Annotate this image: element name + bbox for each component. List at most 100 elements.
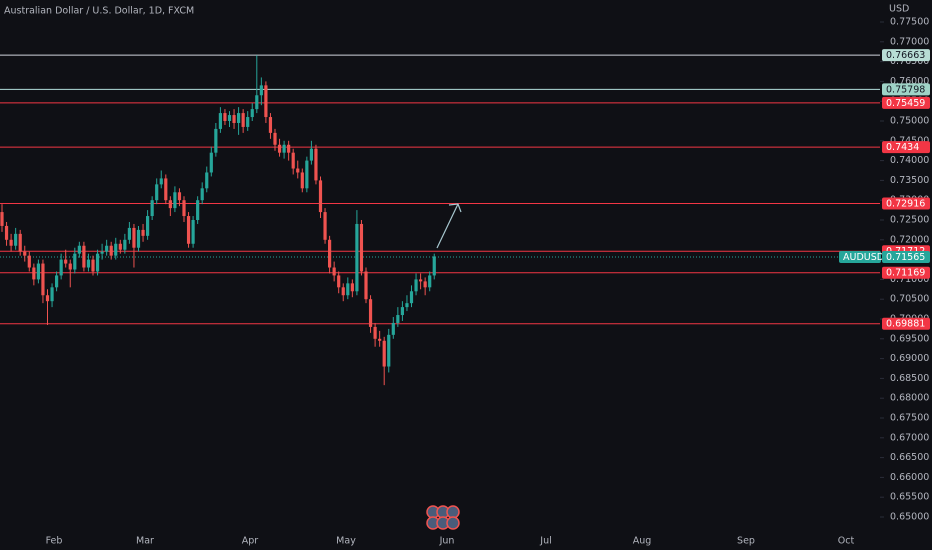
candle-body [146, 216, 150, 236]
candle-body [100, 251, 104, 254]
candle-body [91, 259, 95, 272]
candle-body [27, 255, 31, 268]
candle-body [241, 113, 245, 127]
candle-body [318, 180, 323, 213]
y-tick-label: 0.68500 [890, 373, 929, 384]
x-tick-label: Oct [838, 536, 855, 547]
candle-body [282, 144, 286, 153]
y-tick-label: 0.70500 [890, 294, 929, 305]
candle-body [373, 326, 377, 339]
candle-body [419, 279, 423, 282]
candle-body [346, 283, 350, 296]
candle-body [328, 239, 332, 268]
candle-body [118, 243, 122, 250]
candle-body [255, 95, 259, 110]
chart-title: Australian Dollar / U.S. Dollar, 1D, FXC… [4, 6, 194, 17]
level-tag [882, 141, 930, 154]
candle-body [414, 279, 418, 292]
icon[interactable] [446, 516, 460, 530]
candle-body [396, 315, 400, 323]
candle-body [387, 334, 391, 367]
arrow-line [436, 203, 459, 249]
candle-body [355, 223, 359, 292]
x-tick-label: Jul [539, 536, 551, 547]
y-unit: USD [889, 4, 909, 15]
candle-body [23, 251, 27, 256]
candle-body [105, 245, 109, 252]
y-tick-label: 0.72500 [890, 215, 929, 226]
y-tick-label: 0.69000 [890, 353, 929, 364]
candle-body [291, 152, 295, 169]
level-tag [882, 266, 930, 279]
y-tick-label: 0.67000 [890, 432, 929, 443]
candle-body [227, 115, 232, 121]
level-tag [882, 49, 930, 62]
candle-body [4, 225, 9, 240]
candle-body [264, 85, 268, 118]
candle-body [86, 259, 91, 268]
candle-body [200, 188, 204, 201]
y-tick-label: 0.77500 [890, 17, 929, 28]
candle-body [64, 259, 68, 264]
toolbar-icons[interactable] [426, 505, 460, 530]
candle-body [277, 144, 282, 153]
candle-body [59, 259, 63, 276]
candle-body [0, 212, 4, 226]
candle-body [250, 109, 254, 118]
candle-body [223, 113, 227, 121]
candle-body [186, 216, 191, 244]
y-tick-label: 0.76500 [890, 56, 929, 67]
candle-body [378, 338, 382, 341]
y-tick-label: 0.74000 [890, 155, 929, 166]
candle-body [332, 267, 336, 276]
y-tick-label: 0.72000 [890, 234, 929, 245]
candle-body [173, 192, 177, 209]
candle-body [337, 275, 341, 288]
candle-body [268, 117, 273, 133]
candle-body [314, 148, 318, 181]
plot: 0.775000.770000.765000.760000.755000.750… [0, 17, 929, 547]
candle-body [168, 200, 172, 209]
level-tag [882, 197, 930, 210]
candle-body [155, 184, 159, 201]
candle-body [141, 229, 145, 236]
candle-body [132, 227, 136, 248]
level-tag-label: 0.72916 [886, 199, 925, 210]
y-tick-label: 0.67500 [890, 413, 929, 424]
price-tags: 0.766630.757980.754590.74340.729160.7171… [839, 49, 930, 330]
level-tag-label: 0.75798 [886, 84, 925, 95]
candle-body [164, 178, 168, 201]
x-tick-label: Aug [633, 536, 652, 547]
candle-body [218, 113, 222, 129]
level-tag-label: 0.76663 [886, 50, 925, 61]
candle-body [428, 275, 432, 288]
level-tag [882, 96, 930, 109]
level-tag-label: 0.75459 [886, 98, 925, 109]
candle-body [95, 253, 100, 272]
level-tag-label: 0.69881 [886, 319, 925, 330]
y-tick-label: 0.75000 [890, 116, 929, 127]
candle-body [9, 239, 13, 246]
y-tick-label: 0.65000 [890, 512, 929, 523]
y-tick-label: 0.73500 [890, 175, 929, 186]
y-tick-label: 0.66500 [890, 452, 929, 463]
icon[interactable] [446, 505, 460, 519]
candle-body [127, 227, 131, 240]
candle-body [55, 275, 59, 288]
candle-body [36, 263, 40, 280]
level-tag [882, 317, 930, 330]
drawn-arrow [436, 203, 462, 249]
candle-body [305, 160, 309, 189]
candle-body [405, 303, 409, 308]
candle-body [205, 172, 209, 189]
candle-body [423, 281, 427, 288]
level-tag-label: 0.7434 [886, 142, 919, 153]
candle-body [409, 291, 414, 304]
candle-body [32, 267, 36, 280]
x-tick-label: Jun [439, 536, 455, 547]
candle-body [232, 115, 236, 123]
candle-body [364, 271, 368, 300]
candle-body [382, 340, 386, 367]
